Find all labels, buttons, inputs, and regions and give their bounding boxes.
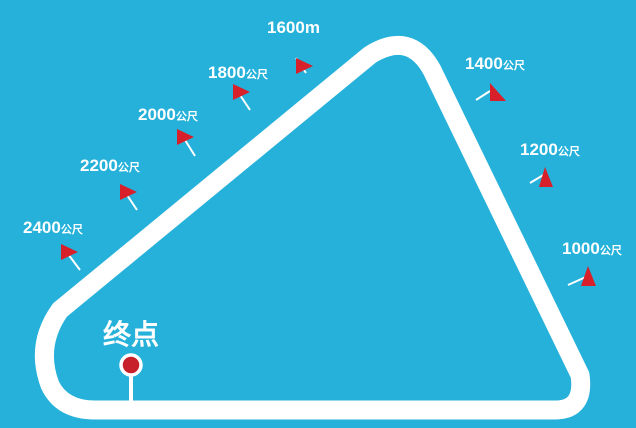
marker-distance: 1200 <box>520 140 558 159</box>
svg-text:2200公尺: 2200公尺 <box>80 156 140 175</box>
svg-text:1600m: 1600m <box>267 18 320 37</box>
marker-distance: 1000 <box>562 239 600 258</box>
svg-text:1000公尺: 1000公尺 <box>562 239 622 258</box>
marker-post <box>67 253 81 271</box>
marker-distance: 1800 <box>208 63 246 82</box>
marker-distance: 2200 <box>80 156 118 175</box>
svg-text:2000公尺: 2000公尺 <box>138 105 198 124</box>
marker-unit: 公尺 <box>246 68 268 81</box>
marker-unit: 公尺 <box>176 110 198 123</box>
svg-text:1200公尺: 1200公尺 <box>520 140 580 159</box>
marker-unit: 公尺 <box>118 161 140 174</box>
race-track <box>34 35 591 420</box>
flag-icon <box>539 167 553 187</box>
marker-post <box>184 139 196 157</box>
marker-distance: 1400 <box>465 54 503 73</box>
marker-unit: 公尺 <box>558 145 580 158</box>
marker-unit: 公尺 <box>503 59 525 72</box>
flag-icon <box>296 58 313 74</box>
marker-unit: 公尺 <box>600 244 622 257</box>
svg-text:1400公尺: 1400公尺 <box>465 54 525 73</box>
marker-1400: 1400公尺 <box>465 54 525 101</box>
svg-text:2400公尺: 2400公尺 <box>23 218 83 237</box>
flag-icon <box>490 83 506 101</box>
marker-2200: 2200公尺 <box>80 156 140 211</box>
flag-icon <box>120 184 137 200</box>
marker-post <box>239 94 251 111</box>
flag-icon <box>233 84 250 100</box>
marker-distance: 2000 <box>138 105 176 124</box>
flag-icon <box>581 266 596 286</box>
marker-2000: 2000公尺 <box>138 105 198 157</box>
marker-2400: 2400公尺 <box>23 218 83 271</box>
marker-1800: 1800公尺 <box>208 63 268 111</box>
finish-marker-icon <box>119 353 143 377</box>
marker-unit: 公尺 <box>61 223 83 236</box>
marker-distance: 1600 <box>267 18 305 37</box>
marker-1600: 1600m <box>267 18 320 74</box>
marker-distance: 2400 <box>23 218 61 237</box>
marker-post <box>475 90 491 101</box>
marker-1200: 1200公尺 <box>520 140 580 187</box>
marker-unit: m <box>305 18 320 37</box>
marker-1000: 1000公尺 <box>562 239 622 286</box>
svg-text:1800公尺: 1800公尺 <box>208 63 268 82</box>
marker-post <box>126 194 138 211</box>
flag-icon <box>177 129 194 145</box>
finish-label: 终点 <box>103 318 159 351</box>
flag-icon <box>61 244 78 260</box>
